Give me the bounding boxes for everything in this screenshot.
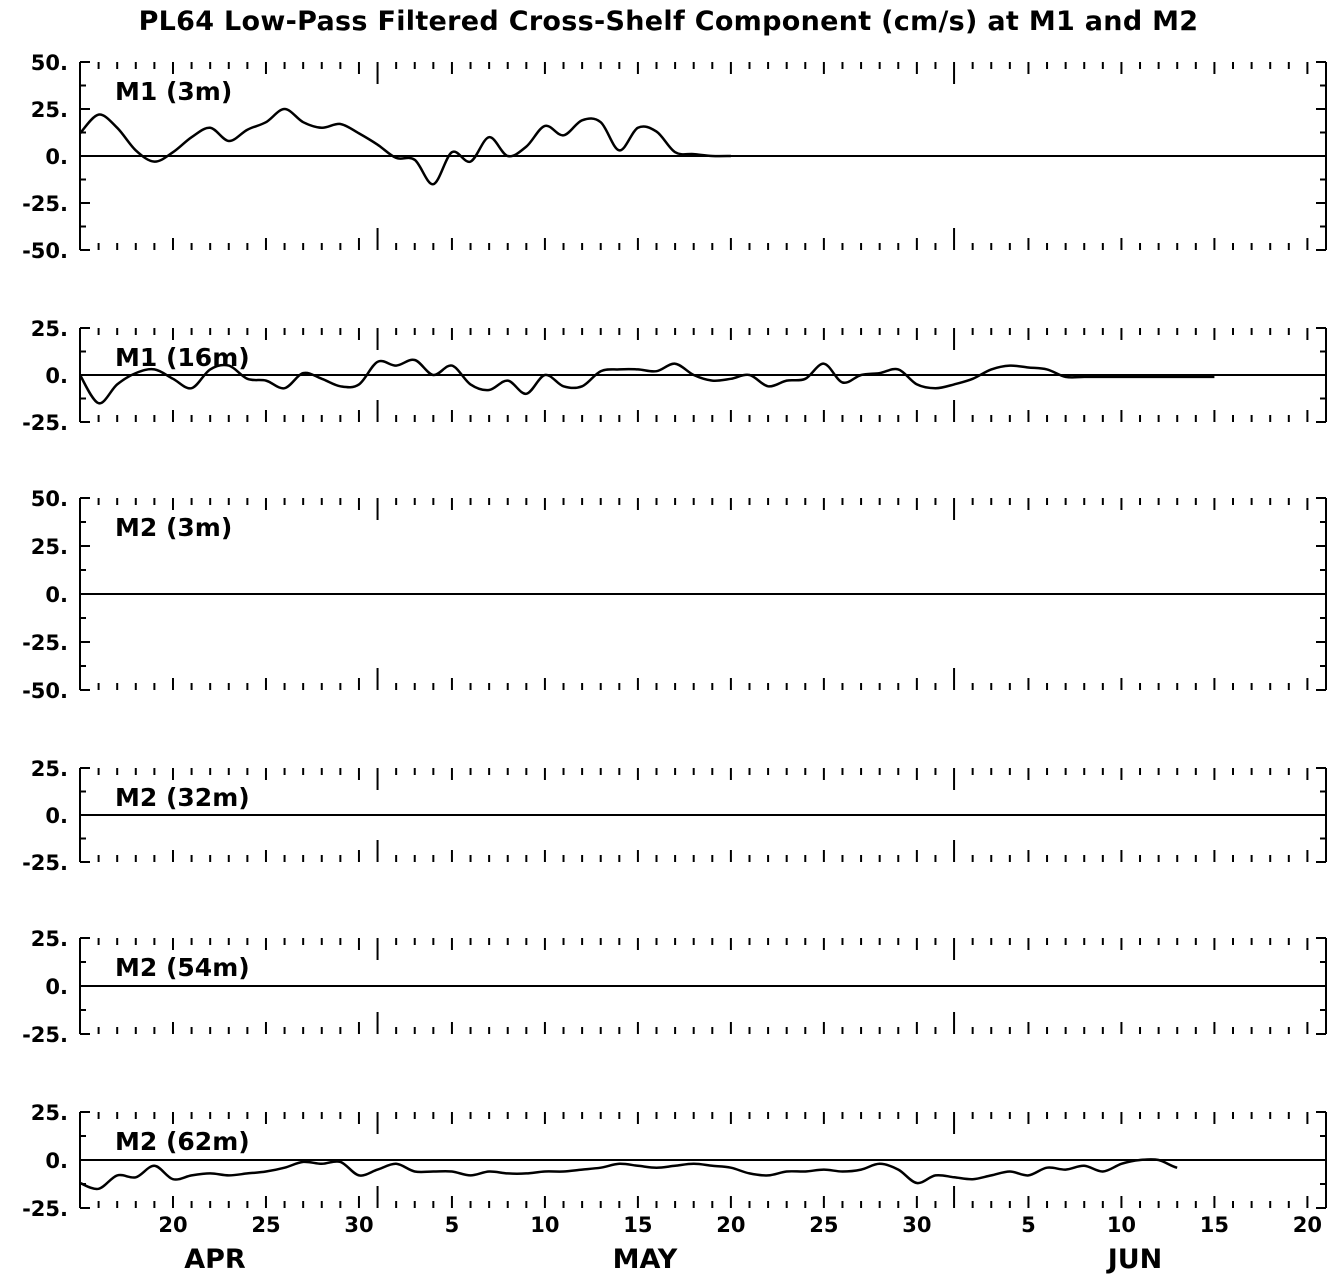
panel-label: M2 (3m) (115, 513, 232, 542)
x-tick-label: 15 (623, 1213, 652, 1237)
y-tick-label: -25. (22, 851, 68, 875)
panel-label: M2 (32m) (115, 783, 250, 812)
y-tick-label: -25. (22, 192, 68, 216)
y-tick-label: 50. (31, 487, 68, 511)
y-tick-label: -50. (22, 239, 68, 263)
y-tick-label: -25. (22, 1023, 68, 1047)
y-tick-label: -25. (22, 1197, 68, 1221)
x-tick-label: 20 (158, 1213, 187, 1237)
x-tick-label: 15 (1200, 1213, 1229, 1237)
x-tick-label: 5 (445, 1213, 460, 1237)
y-tick-label: -25. (22, 631, 68, 655)
y-tick-label: 0. (45, 145, 68, 169)
y-tick-label: 25. (31, 927, 68, 951)
y-tick-label: 0. (45, 583, 68, 607)
y-tick-label: -25. (22, 411, 68, 435)
x-tick-label: 30 (902, 1213, 931, 1237)
chart-title: PL64 Low-Pass Filtered Cross-Shelf Compo… (138, 6, 1199, 37)
x-tick-label: 20 (716, 1213, 745, 1237)
panel-label: M2 (54m) (115, 953, 250, 982)
x-tick-label: 20 (1293, 1213, 1322, 1237)
y-tick-label: 25. (31, 98, 68, 122)
y-tick-label: -50. (22, 679, 68, 703)
y-tick-label: 0. (45, 975, 68, 999)
panel-label: M1 (16m) (115, 343, 250, 372)
series-line (79, 1158, 1178, 1191)
y-tick-label: 0. (45, 804, 68, 828)
month-label: APR (184, 1244, 246, 1275)
x-tick-label: 5 (1021, 1213, 1036, 1237)
x-tick-label: 10 (530, 1213, 559, 1237)
x-tick-label: 25 (251, 1213, 280, 1237)
y-tick-label: 25. (31, 757, 68, 781)
y-tick-label: 0. (45, 1149, 68, 1173)
panel-label: M1 (3m) (115, 77, 232, 106)
y-tick-label: 50. (31, 51, 68, 75)
y-tick-label: 25. (31, 1101, 68, 1125)
x-tick-label: 30 (344, 1213, 373, 1237)
month-label: MAY (613, 1244, 678, 1275)
month-label: JUN (1106, 1244, 1163, 1275)
series-line (79, 107, 731, 186)
y-tick-label: 25. (31, 535, 68, 559)
x-tick-label: 10 (1107, 1213, 1136, 1237)
series-line (78, 358, 1215, 405)
x-tick-label: 25 (809, 1213, 838, 1237)
panel-label: M2 (62m) (115, 1127, 250, 1156)
y-tick-label: 25. (31, 317, 68, 341)
y-tick-label: 0. (45, 364, 68, 388)
